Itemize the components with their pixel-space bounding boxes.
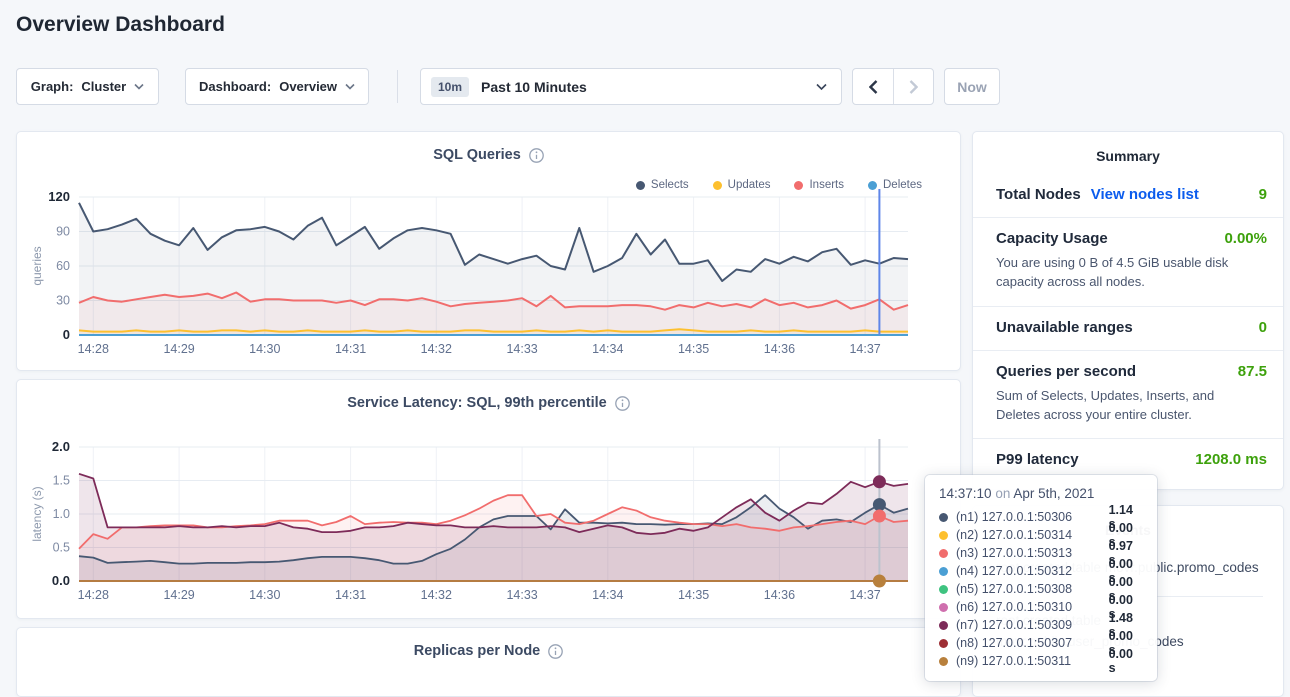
series-color-dot [939, 639, 948, 648]
svg-text:14:28: 14:28 [78, 588, 109, 602]
replicas-title-row: Replicas per Node [17, 643, 960, 659]
chevron-right-icon [909, 80, 918, 94]
sql-queries-title-row: SQL Queries [17, 147, 960, 163]
series-color-dot [939, 657, 948, 666]
series-color-dot [939, 621, 948, 630]
chart-title: Replicas per Node [414, 643, 541, 659]
summary-description: Sum of Selects, Updates, Inserts, and De… [996, 387, 1267, 425]
summary-panel: Summary Total Nodes View nodes list 9 Ca… [972, 131, 1284, 490]
sql-queries-card: SQL Queries Selects Updates Inserts Dele… [16, 131, 961, 371]
svg-text:14:34: 14:34 [592, 342, 623, 356]
service-latency-card: Service Latency: SQL, 99th percentile 14… [16, 379, 961, 619]
graph-dropdown[interactable]: Graph: Cluster [16, 68, 159, 105]
dashboard-dropdown-label: Dashboard: [199, 79, 271, 94]
dashboard-dropdown-value: Overview [279, 79, 337, 94]
svg-text:14:29: 14:29 [163, 588, 194, 602]
info-icon[interactable] [615, 396, 630, 411]
chevron-down-icon [816, 83, 827, 91]
svg-text:0.5: 0.5 [53, 541, 70, 555]
svg-text:14:29: 14:29 [163, 342, 194, 356]
svg-text:60: 60 [56, 259, 70, 273]
chart-title: SQL Queries [433, 147, 521, 163]
svg-text:90: 90 [56, 225, 70, 239]
svg-text:14:37: 14:37 [849, 342, 880, 356]
summary-title: Summary [973, 148, 1283, 164]
summary-label: Unavailable ranges [996, 319, 1133, 336]
svg-text:14:36: 14:36 [764, 342, 795, 356]
summary-section: Queries per second 87.5 Sum of Selects, … [973, 351, 1283, 440]
svg-text:1.0: 1.0 [53, 507, 70, 521]
info-icon[interactable] [529, 148, 544, 163]
graph-dropdown-label: Graph: [31, 79, 74, 94]
chart-hover-tooltip: 14:37:10 on Apr 5th, 2021 (n1) 127.0.0.1… [925, 475, 1157, 681]
svg-text:2.0: 2.0 [52, 439, 70, 454]
series-color-dot [939, 549, 948, 558]
service-latency-plot[interactable]: 14:28 14:29 14:30 14:31 14:32 14:33 14:34 14:35… [17, 426, 960, 606]
svg-text:14:30: 14:30 [249, 588, 280, 602]
svg-text:14:32: 14:32 [421, 342, 452, 356]
now-button[interactable]: Now [944, 68, 1000, 105]
series-color-dot [939, 585, 948, 594]
controls-divider [397, 70, 398, 103]
summary-value: 9 [1259, 186, 1267, 203]
summary-value: 87.5 [1238, 363, 1267, 380]
summary-label: Total Nodes [996, 186, 1081, 203]
time-range-badge: 10m [431, 77, 469, 97]
service-latency-title-row: Service Latency: SQL, 99th percentile [17, 395, 960, 411]
replicas-per-node-card: Replicas per Node [16, 627, 961, 697]
summary-value: 0.00% [1224, 230, 1267, 247]
svg-text:1.5: 1.5 [53, 474, 70, 488]
svg-text:14:31: 14:31 [335, 342, 366, 356]
svg-text:120: 120 [48, 189, 70, 204]
chevron-left-icon [869, 80, 878, 94]
svg-text:14:33: 14:33 [506, 588, 537, 602]
dashboard-dropdown[interactable]: Dashboard: Overview [185, 68, 369, 105]
time-step-forward-button[interactable] [893, 69, 933, 104]
chart-title: Service Latency: SQL, 99th percentile [347, 395, 607, 411]
summary-value: 1208.0 ms [1195, 451, 1267, 468]
svg-text:14:35: 14:35 [678, 588, 709, 602]
svg-text:14:28: 14:28 [78, 342, 109, 356]
summary-label: Queries per second [996, 363, 1136, 380]
graph-dropdown-value: Cluster [81, 79, 126, 94]
chevron-down-icon [134, 83, 144, 90]
svg-text:14:34: 14:34 [592, 588, 623, 602]
summary-section: Unavailable ranges 0 [973, 307, 1283, 351]
svg-text:queries: queries [30, 246, 44, 285]
time-step-back-button[interactable] [853, 69, 893, 104]
series-color-dot [939, 603, 948, 612]
svg-text:14:30: 14:30 [249, 342, 280, 356]
series-color-dot [939, 531, 948, 540]
tooltip-timestamp: 14:37:10 on Apr 5th, 2021 [939, 486, 1143, 501]
svg-text:latency (s): latency (s) [30, 486, 44, 541]
summary-section: Total Nodes View nodes list 9 [973, 174, 1283, 218]
summary-description: You are using 0 B of 4.5 GiB usable disk… [996, 254, 1267, 292]
sql-queries-plot[interactable]: 14:28 14:29 14:30 14:31 14:32 14:33 14:34 14:35… [17, 178, 960, 358]
svg-text:14:33: 14:33 [506, 342, 537, 356]
view-nodes-list-link[interactable]: View nodes list [1091, 186, 1199, 203]
chevron-down-icon [345, 83, 355, 90]
summary-label: Capacity Usage [996, 230, 1108, 247]
summary-value: 0 [1259, 319, 1267, 336]
svg-text:14:35: 14:35 [678, 342, 709, 356]
time-step-buttons [852, 68, 934, 105]
summary-section: Capacity Usage 0.00% You are using 0 B o… [973, 218, 1283, 307]
time-range-label: Past 10 Minutes [481, 79, 587, 95]
svg-text:14:36: 14:36 [764, 588, 795, 602]
svg-text:14:31: 14:31 [335, 588, 366, 602]
summary-label: P99 latency [996, 451, 1079, 468]
series-color-dot [939, 513, 948, 522]
tooltip-node-row: (n9) 127.0.0.1:50311 0.00 s [939, 652, 1143, 670]
svg-text:30: 30 [56, 294, 70, 308]
svg-text:14:37: 14:37 [849, 588, 880, 602]
info-icon[interactable] [548, 644, 563, 659]
page-title: Overview Dashboard [16, 13, 225, 37]
series-color-dot [939, 567, 948, 576]
svg-text:14:32: 14:32 [421, 588, 452, 602]
svg-text:0: 0 [63, 327, 70, 342]
svg-text:0.0: 0.0 [52, 573, 70, 588]
dashboard-controls: Graph: Cluster Dashboard: Overview 10m P… [16, 68, 1000, 105]
time-range-dropdown[interactable]: 10m Past 10 Minutes [420, 68, 842, 105]
